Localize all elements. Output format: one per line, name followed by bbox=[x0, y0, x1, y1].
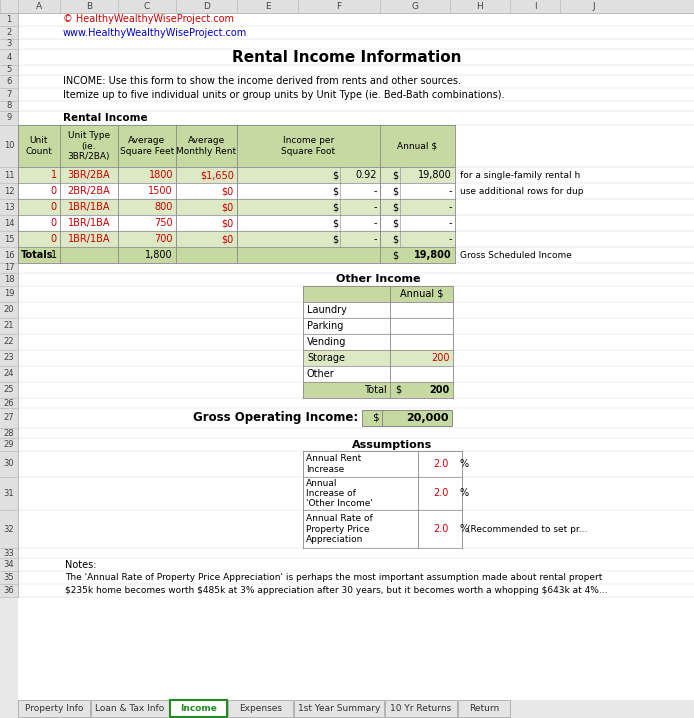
Text: 25: 25 bbox=[3, 386, 15, 394]
Text: Other Income: Other Income bbox=[336, 274, 421, 284]
FancyBboxPatch shape bbox=[0, 88, 18, 101]
Text: 8: 8 bbox=[6, 101, 12, 111]
FancyBboxPatch shape bbox=[0, 231, 18, 247]
Text: 3: 3 bbox=[6, 39, 12, 49]
FancyBboxPatch shape bbox=[0, 0, 694, 13]
FancyBboxPatch shape bbox=[0, 65, 18, 75]
Text: 0: 0 bbox=[51, 234, 57, 244]
Text: Itemize up to five individual units or group units by Unit Type (ie. Bed-Bath co: Itemize up to five individual units or g… bbox=[63, 90, 505, 100]
Text: 1: 1 bbox=[51, 250, 57, 260]
FancyBboxPatch shape bbox=[0, 167, 18, 183]
Text: $0: $0 bbox=[222, 202, 234, 212]
Text: 1: 1 bbox=[51, 170, 57, 180]
Text: Annual $: Annual $ bbox=[400, 289, 443, 299]
Text: -: - bbox=[373, 186, 377, 196]
Text: -: - bbox=[373, 234, 377, 244]
Text: 1,800: 1,800 bbox=[145, 250, 173, 260]
FancyBboxPatch shape bbox=[0, 111, 18, 125]
FancyBboxPatch shape bbox=[303, 318, 453, 334]
Text: 1BR/1BA: 1BR/1BA bbox=[68, 218, 110, 228]
Text: I: I bbox=[534, 2, 536, 11]
Text: 35: 35 bbox=[3, 573, 15, 582]
FancyBboxPatch shape bbox=[0, 571, 18, 584]
Text: E: E bbox=[264, 2, 270, 11]
Text: 2.0: 2.0 bbox=[434, 524, 449, 534]
Text: -: - bbox=[448, 202, 452, 212]
Text: 13: 13 bbox=[3, 202, 15, 212]
FancyBboxPatch shape bbox=[0, 334, 18, 350]
Text: $: $ bbox=[395, 385, 401, 395]
Text: Unit
Count: Unit Count bbox=[26, 136, 53, 156]
FancyBboxPatch shape bbox=[294, 700, 384, 717]
Text: 11: 11 bbox=[3, 170, 15, 180]
FancyBboxPatch shape bbox=[0, 548, 18, 558]
Text: Vending: Vending bbox=[307, 337, 346, 347]
Text: Return: Return bbox=[469, 704, 499, 713]
Text: Storage: Storage bbox=[307, 353, 345, 363]
Text: $: $ bbox=[392, 170, 398, 180]
Text: 31: 31 bbox=[3, 489, 15, 498]
Text: 19,800: 19,800 bbox=[418, 170, 452, 180]
Text: -: - bbox=[373, 218, 377, 228]
Text: 36: 36 bbox=[3, 586, 15, 595]
Text: 800: 800 bbox=[155, 202, 173, 212]
FancyBboxPatch shape bbox=[0, 125, 18, 167]
Text: $: $ bbox=[392, 234, 398, 244]
Text: Laundry: Laundry bbox=[307, 305, 347, 315]
Text: Average
Monthly Rent: Average Monthly Rent bbox=[176, 136, 237, 156]
Text: Total: Total bbox=[364, 385, 387, 395]
Text: 6: 6 bbox=[6, 77, 12, 86]
FancyBboxPatch shape bbox=[0, 428, 18, 438]
Text: Annual Rate of
Property Price
Appreciation: Annual Rate of Property Price Appreciati… bbox=[306, 514, 373, 544]
Text: Income per
Square Foot: Income per Square Foot bbox=[282, 136, 336, 156]
Text: 3BR/2BA: 3BR/2BA bbox=[68, 170, 110, 180]
Text: 14: 14 bbox=[3, 218, 15, 228]
FancyBboxPatch shape bbox=[0, 49, 18, 65]
FancyBboxPatch shape bbox=[0, 451, 18, 477]
Text: J: J bbox=[593, 2, 595, 11]
FancyBboxPatch shape bbox=[303, 302, 453, 318]
Text: 10 Yr Returns: 10 Yr Returns bbox=[390, 704, 452, 713]
Text: 15: 15 bbox=[3, 235, 15, 243]
FancyBboxPatch shape bbox=[0, 39, 18, 49]
Text: $: $ bbox=[332, 170, 338, 180]
Text: Expenses: Expenses bbox=[239, 704, 282, 713]
Text: 16: 16 bbox=[3, 251, 15, 259]
FancyBboxPatch shape bbox=[18, 183, 455, 199]
Text: 0: 0 bbox=[51, 186, 57, 196]
Text: 10: 10 bbox=[3, 141, 15, 151]
FancyBboxPatch shape bbox=[0, 13, 18, 26]
Text: D: D bbox=[203, 2, 210, 11]
Text: H: H bbox=[477, 2, 484, 11]
FancyBboxPatch shape bbox=[303, 366, 453, 382]
FancyBboxPatch shape bbox=[0, 75, 18, 88]
Text: 33: 33 bbox=[3, 549, 15, 557]
FancyBboxPatch shape bbox=[18, 167, 455, 183]
FancyBboxPatch shape bbox=[303, 350, 453, 366]
Text: 1BR/1BA: 1BR/1BA bbox=[68, 234, 110, 244]
Text: Notes:: Notes: bbox=[65, 559, 96, 569]
Text: Gross Scheduled Income: Gross Scheduled Income bbox=[460, 251, 572, 259]
Text: Parking: Parking bbox=[307, 321, 344, 331]
FancyBboxPatch shape bbox=[0, 302, 18, 318]
Text: 26: 26 bbox=[3, 398, 15, 408]
FancyBboxPatch shape bbox=[18, 13, 694, 700]
FancyBboxPatch shape bbox=[0, 510, 18, 548]
FancyBboxPatch shape bbox=[0, 247, 18, 263]
FancyBboxPatch shape bbox=[0, 199, 18, 215]
Text: 9: 9 bbox=[6, 113, 12, 123]
Text: %: % bbox=[460, 524, 469, 534]
Text: 21: 21 bbox=[3, 322, 15, 330]
Text: Unit Type
(ie.
3BR/2BA): Unit Type (ie. 3BR/2BA) bbox=[68, 131, 110, 161]
Text: 2.0: 2.0 bbox=[434, 488, 449, 498]
FancyBboxPatch shape bbox=[0, 286, 18, 302]
Text: 27: 27 bbox=[3, 414, 15, 422]
Text: -: - bbox=[448, 186, 452, 196]
Text: (Recommended to set pr...: (Recommended to set pr... bbox=[467, 525, 587, 533]
FancyBboxPatch shape bbox=[0, 366, 18, 382]
Text: 2: 2 bbox=[6, 28, 12, 37]
Text: %: % bbox=[460, 488, 469, 498]
Text: Gross Operating Income:: Gross Operating Income: bbox=[193, 411, 358, 424]
FancyBboxPatch shape bbox=[458, 700, 510, 717]
